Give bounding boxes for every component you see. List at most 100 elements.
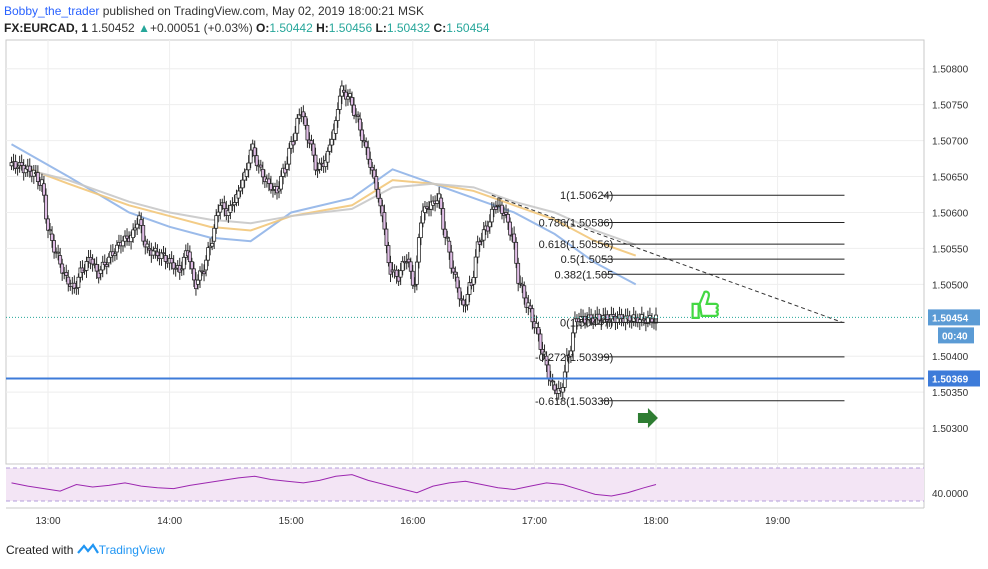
rsi-pane[interactable] bbox=[6, 468, 924, 501]
candle-body bbox=[293, 132, 298, 142]
candle-body bbox=[260, 168, 265, 178]
candle-body bbox=[331, 129, 336, 140]
candle-body bbox=[443, 228, 448, 238]
candle-body bbox=[386, 245, 391, 264]
candle-body bbox=[368, 158, 373, 168]
fib-level-label: 0(1.50447) bbox=[560, 317, 613, 329]
candle-body bbox=[477, 241, 482, 245]
candle-body bbox=[125, 235, 129, 239]
trendline[interactable] bbox=[491, 194, 843, 323]
time-tick-label: 14:00 bbox=[157, 516, 182, 527]
candle-body bbox=[202, 271, 206, 275]
time-tick-label: 17:00 bbox=[522, 516, 547, 527]
candle-body bbox=[141, 225, 146, 242]
candle-body bbox=[161, 252, 166, 255]
candle-body bbox=[384, 228, 389, 246]
candle-body bbox=[447, 240, 452, 253]
candle-body bbox=[611, 314, 616, 317]
rsi-line bbox=[11, 474, 657, 497]
candle-body bbox=[258, 164, 263, 168]
candle-body bbox=[285, 163, 290, 170]
candle-body bbox=[487, 221, 492, 228]
candle-body bbox=[238, 187, 243, 192]
candle-body bbox=[605, 314, 610, 323]
candle-body bbox=[327, 144, 332, 152]
candle-body bbox=[222, 202, 227, 210]
candle-body bbox=[27, 165, 32, 172]
candle-body bbox=[155, 251, 160, 257]
candle-body bbox=[536, 327, 541, 335]
candle-body bbox=[370, 166, 375, 171]
candle-body bbox=[475, 241, 480, 258]
candle-body bbox=[102, 261, 107, 266]
candle-body bbox=[552, 384, 557, 391]
candle-body bbox=[459, 298, 464, 301]
candle-body bbox=[15, 166, 20, 169]
candle-body bbox=[171, 262, 176, 270]
candle-body bbox=[564, 355, 569, 373]
candle-body bbox=[485, 225, 490, 232]
candle-body bbox=[352, 104, 356, 116]
fib-level-label: 0.5(1.5053 bbox=[561, 254, 614, 266]
author-link[interactable]: Bobby_the_trader bbox=[4, 4, 100, 18]
candle-body bbox=[297, 114, 302, 119]
candle-body bbox=[325, 150, 330, 163]
horizontal-line-tag-text: 1.50369 bbox=[932, 374, 969, 385]
fib-level-label: 1(1.50624) bbox=[560, 190, 613, 202]
symbol-label: FX:EURCAD, 1 bbox=[4, 21, 89, 35]
candle-body bbox=[439, 197, 444, 209]
candle-body bbox=[627, 315, 632, 322]
candle-body bbox=[335, 109, 340, 121]
candle-body bbox=[40, 179, 44, 186]
candle-body bbox=[467, 282, 472, 295]
countdown-text: 00:40 bbox=[942, 331, 968, 342]
tradingview-logo-icon bbox=[76, 543, 99, 557]
candle-body bbox=[421, 210, 425, 224]
candle-body bbox=[216, 211, 221, 217]
candle-body bbox=[333, 120, 338, 134]
candle-body bbox=[212, 227, 217, 242]
candle-body bbox=[337, 95, 342, 110]
candle-body bbox=[461, 299, 466, 306]
candle-body bbox=[423, 206, 427, 213]
candle-body bbox=[500, 204, 504, 214]
candle-body bbox=[66, 276, 71, 285]
candle-body bbox=[147, 248, 152, 251]
footer-brand[interactable]: TradingView bbox=[98, 543, 165, 557]
time-tick-label: 19:00 bbox=[765, 516, 790, 527]
candle-body bbox=[639, 314, 644, 321]
candle-body bbox=[210, 243, 215, 247]
low-value: 1.50432 bbox=[386, 21, 431, 35]
candle-body bbox=[129, 234, 133, 243]
candle-body bbox=[248, 149, 253, 164]
candle-body bbox=[522, 285, 527, 299]
candle-body bbox=[196, 279, 200, 285]
candle-body bbox=[463, 304, 468, 307]
candle-body bbox=[404, 261, 409, 264]
price-tick-label: 1.50550 bbox=[932, 244, 969, 255]
candle-body bbox=[104, 264, 109, 267]
price-tick-label: 1.50600 bbox=[932, 208, 969, 219]
candle-body bbox=[311, 143, 316, 156]
candle-body bbox=[388, 262, 393, 275]
candle-body bbox=[200, 270, 204, 273]
candle-body bbox=[425, 206, 429, 209]
candle-body bbox=[518, 282, 523, 285]
candle-body bbox=[362, 140, 367, 143]
candle-body bbox=[544, 355, 549, 366]
candle-body bbox=[112, 253, 117, 256]
candle-body bbox=[329, 138, 334, 146]
candle-body bbox=[593, 317, 598, 320]
time-tick-label: 13:00 bbox=[35, 516, 60, 527]
candle-body bbox=[394, 269, 399, 277]
candle-body bbox=[291, 141, 296, 146]
rsi-tick-label: 40.0000 bbox=[932, 489, 969, 500]
candle-body bbox=[115, 244, 119, 253]
candle-body bbox=[374, 176, 379, 190]
candle-body bbox=[52, 240, 56, 253]
candle-body bbox=[173, 267, 178, 270]
high-value: 1.50456 bbox=[328, 21, 373, 35]
candle-body bbox=[76, 276, 81, 289]
high-label: H: bbox=[312, 21, 329, 35]
